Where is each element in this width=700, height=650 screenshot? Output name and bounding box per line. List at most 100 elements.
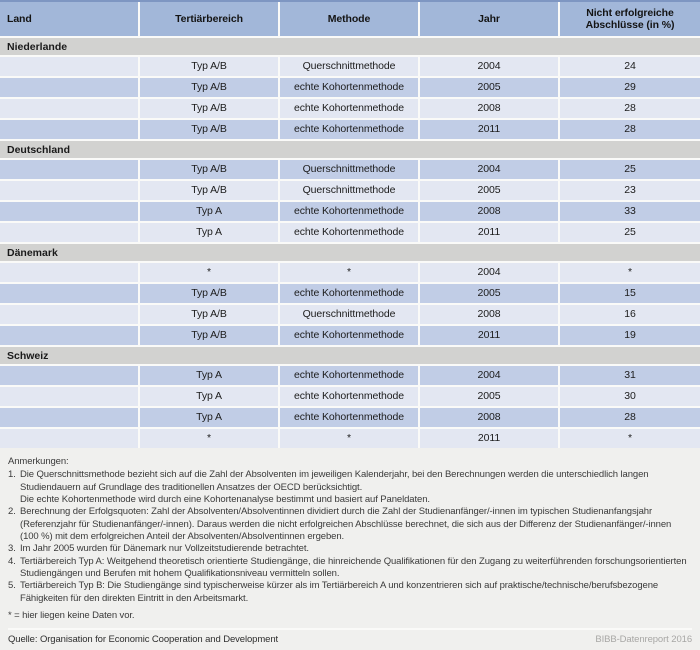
footnote: 4. Tertiärbereich Typ A: Weitgehend theor…: [8, 556, 692, 581]
cell-methode: echte Kohortenmethode: [280, 387, 420, 406]
cell-methode: echte Kohortenmethode: [280, 284, 420, 303]
cell-land-empty: [0, 223, 140, 242]
footnote-text: Die Querschnittsmethode bezieht sich auf…: [20, 469, 692, 506]
footnote-line: Tertiärbereich Typ A: Weitgehend theoret…: [20, 555, 687, 580]
cell-land-empty: [0, 160, 140, 179]
cell-land-empty: [0, 120, 140, 139]
cell-jahr: 2005: [420, 78, 560, 97]
cell-tertiaerbereich: Typ A/B: [140, 305, 280, 324]
footnote: 1. Die Querschnittsmethode bezieht sich a…: [8, 469, 692, 506]
cell-land-empty: [0, 305, 140, 324]
footnote: 2. Berechnung der Erfolgsquoten: Zahl der…: [8, 506, 692, 543]
section-row-land: Deutschland: [0, 141, 700, 158]
footnote-number: 5.: [8, 580, 16, 592]
data-table: Land Tertiärbereich Methode Jahr Nicht e…: [0, 0, 700, 448]
table-row: Typ A/B echte Kohortenmethode 2005 15: [0, 284, 700, 303]
cell-methode: echte Kohortenmethode: [280, 78, 420, 97]
header-nicht-erfolgreiche-abschluesse: Nicht erfolgreiche Abschlüsse (in %): [560, 2, 700, 36]
cell-jahr: 2004: [420, 263, 560, 282]
notes-list: 1. Die Querschnittsmethode bezieht sich a…: [8, 469, 692, 605]
footnote-number: 4.: [8, 555, 16, 567]
cell-wert: 24: [560, 57, 700, 76]
cell-methode: Querschnittmethode: [280, 181, 420, 200]
report-badge: BIBB-Datenreport 2016: [595, 634, 692, 646]
cell-land-empty: [0, 366, 140, 385]
cell-tertiaerbereich: Typ A: [140, 408, 280, 427]
cell-jahr: 2011: [420, 326, 560, 345]
table-header-row: Land Tertiärbereich Methode Jahr Nicht e…: [0, 2, 700, 36]
table-row: Typ A/B Querschnittmethode 2008 16: [0, 305, 700, 324]
footnote: 3. Im Jahr 2005 wurden für Dänemark nur V…: [8, 543, 692, 555]
notes-title: Anmerkungen:: [8, 456, 69, 467]
table-row: Typ A/B Querschnittmethode 2004 25: [0, 160, 700, 179]
cell-wert: 16: [560, 305, 700, 324]
cell-land-empty: [0, 202, 140, 221]
cell-land-empty: [0, 263, 140, 282]
footnote-line: Im Jahr 2005 wurden für Dänemark nur Vol…: [20, 543, 309, 555]
footnote-line: Die Querschnittsmethode bezieht sich auf…: [20, 469, 649, 493]
cell-wert: 28: [560, 120, 700, 139]
cell-wert: 31: [560, 366, 700, 385]
cell-methode: echte Kohortenmethode: [280, 99, 420, 118]
footnote-text: Tertiärbereich Typ A: Weitgehend theoret…: [20, 556, 692, 581]
cell-methode: echte Kohortenmethode: [280, 120, 420, 139]
cell-wert: *: [560, 429, 700, 448]
cell-wert: 25: [560, 223, 700, 242]
cell-methode: Querschnittmethode: [280, 160, 420, 179]
cell-jahr: 2011: [420, 120, 560, 139]
cell-tertiaerbereich: Typ A: [140, 387, 280, 406]
cell-tertiaerbereich: Typ A/B: [140, 284, 280, 303]
source-row: Quelle: Organisation for Economic Cooper…: [8, 628, 692, 645]
cell-land-empty: [0, 181, 140, 200]
table-top-rule: [0, 0, 700, 2]
footnote-line: Die echte Kohortenmethode wird durch ein…: [20, 494, 430, 506]
footnote-number: 2.: [8, 506, 16, 518]
cell-jahr: 2005: [420, 181, 560, 200]
cell-methode: echte Kohortenmethode: [280, 366, 420, 385]
cell-jahr: 2008: [420, 305, 560, 324]
footnote-text: Tertiärbereich Typ B: Die Studiengänge s…: [20, 580, 692, 605]
footnote-number: 3.: [8, 543, 16, 555]
cell-wert: *: [560, 263, 700, 282]
cell-methode: echte Kohortenmethode: [280, 408, 420, 427]
footnote-line: Tertiärbereich Typ B: Die Studiengänge s…: [20, 580, 659, 604]
cell-methode: Querschnittmethode: [280, 57, 420, 76]
cell-methode: echte Kohortenmethode: [280, 223, 420, 242]
table-row: Typ A/B echte Kohortenmethode 2011 28: [0, 120, 700, 139]
section-row-land: Schweiz: [0, 347, 700, 364]
cell-tertiaerbereich: Typ A/B: [140, 57, 280, 76]
cell-wert: 25: [560, 160, 700, 179]
cell-land-empty: [0, 408, 140, 427]
cell-jahr: 2004: [420, 366, 560, 385]
cell-methode: echte Kohortenmethode: [280, 202, 420, 221]
cell-tertiaerbereich: Typ A/B: [140, 326, 280, 345]
footnote: 5. Tertiärbereich Typ B: Die Studiengänge…: [8, 580, 692, 605]
header-jahr: Jahr: [420, 2, 560, 36]
star-note: * = hier liegen keine Daten vor.: [8, 610, 135, 622]
cell-jahr: 2008: [420, 202, 560, 221]
cell-tertiaerbereich: Typ A: [140, 202, 280, 221]
cell-jahr: 2008: [420, 99, 560, 118]
footnote-line: Berechnung der Erfolgsquoten: Zahl der A…: [20, 506, 672, 543]
footnote-text: Berechnung der Erfolgsquoten: Zahl der A…: [20, 506, 692, 543]
cell-land-empty: [0, 326, 140, 345]
cell-methode: *: [280, 263, 420, 282]
table-row: Typ A/B echte Kohortenmethode 2005 29: [0, 78, 700, 97]
source-label: Quelle: Organisation for Economic Cooper…: [8, 634, 279, 646]
header-land: Land: [0, 2, 140, 36]
cell-wert: 33: [560, 202, 700, 221]
table-row: Typ A/B Querschnittmethode 2004 24: [0, 57, 700, 76]
table-body: Niederlande Typ A/B Querschnittmethode 2004…: [0, 38, 700, 448]
cell-wert: 15: [560, 284, 700, 303]
cell-land-empty: [0, 78, 140, 97]
cell-jahr: 2011: [420, 223, 560, 242]
section-row-land: Dänemark: [0, 244, 700, 261]
cell-land-empty: [0, 429, 140, 448]
cell-tertiaerbereich: Typ A/B: [140, 78, 280, 97]
table-row: * * 2011 *: [0, 429, 700, 448]
cell-jahr: 2005: [420, 284, 560, 303]
